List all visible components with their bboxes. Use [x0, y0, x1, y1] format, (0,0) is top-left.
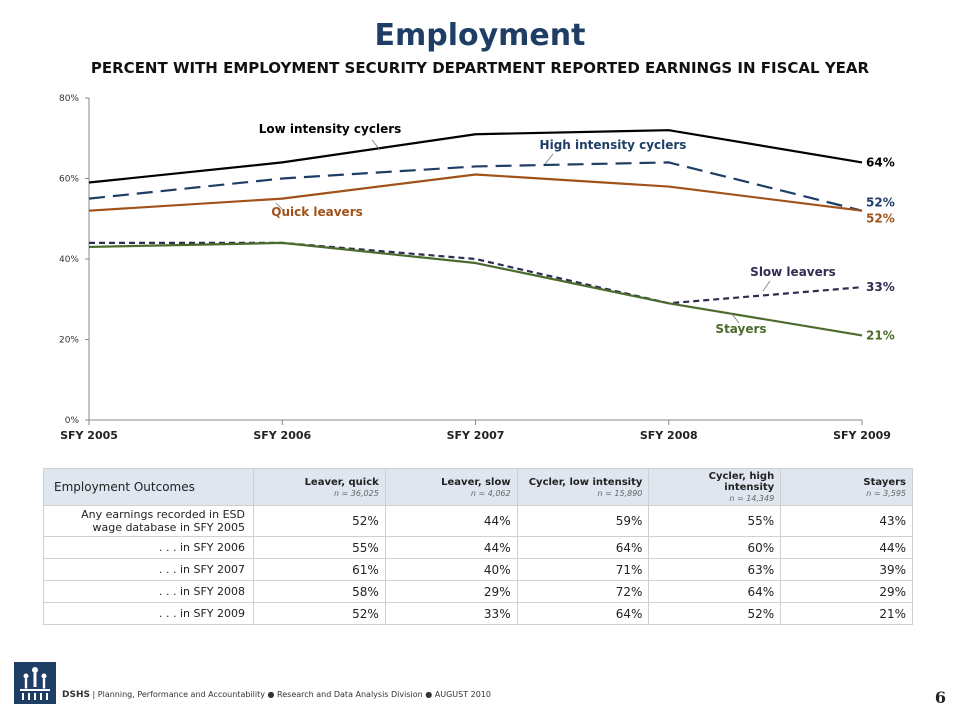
table-cell: 58%: [253, 580, 386, 603]
table-cell: 55%: [648, 505, 782, 537]
series-label: Low intensity cyclers: [259, 122, 402, 136]
row-label: . . . in SFY 2008: [43, 580, 254, 603]
series-line-slow: [89, 241, 863, 305]
table-row-header: Employment Outcomes: [43, 468, 254, 506]
table-row: . . . in SFY 2009 52% 33% 64% 52% 21%: [43, 602, 913, 625]
table-cell: 55%: [253, 536, 386, 559]
column-name: Cycler, high intensity: [708, 471, 775, 493]
y-tick-label: 0%: [65, 416, 80, 426]
end-value-label: 52%: [866, 196, 895, 210]
y-tick-label: 60%: [59, 175, 79, 185]
table-cell: 40%: [384, 558, 518, 581]
series-label: Quick leavers: [271, 205, 363, 219]
table-row: . . . in SFY 2006 55% 44% 64% 60% 44%: [43, 536, 913, 559]
table-cell: 44%: [384, 505, 518, 537]
column-n: n = 4,062: [470, 488, 511, 498]
end-value-label: 64%: [866, 155, 895, 169]
x-tick-label: SFY 2009: [833, 429, 891, 442]
row-label: . . . in SFY 2007: [43, 558, 254, 581]
series-line-high: [88, 161, 863, 212]
chart-subtitle: PERCENT WITH EMPLOYMENT SECURITY DEPARTM…: [90, 59, 870, 77]
employment-outcomes-table: Employment Outcomes Leaver, quick n = 36…: [43, 468, 913, 625]
table-cell: 44%: [780, 536, 913, 559]
dshs-logo-icon: [14, 662, 56, 704]
end-value-label: 21%: [866, 328, 895, 342]
column-header: Leaver, quick n = 36,025: [253, 468, 386, 506]
table-cell: 29%: [384, 580, 518, 603]
series-line-low: [88, 129, 863, 184]
table-cell: 52%: [648, 602, 782, 625]
series-line-quick: [88, 173, 863, 212]
table-cell: 64%: [648, 580, 782, 603]
table-cell: 52%: [253, 602, 386, 625]
series-label: High intensity cyclers: [540, 138, 687, 152]
footer-divider: |: [92, 690, 96, 699]
table-cell: 71%: [516, 558, 650, 581]
x-tick-label: SFY 2005: [60, 429, 118, 442]
table-cell: 64%: [516, 602, 650, 625]
x-tick-label: SFY 2007: [447, 429, 505, 442]
column-name: Cycler, low intensity: [528, 476, 643, 488]
leader-line: [762, 280, 771, 292]
leader-line: [544, 153, 554, 165]
page-title: Employment: [374, 18, 586, 53]
footer-org: DSHS: [62, 690, 90, 700]
page-number: 6: [934, 688, 946, 707]
column-header: Leaver, slow n = 4,062: [384, 468, 518, 506]
table-cell: 72%: [516, 580, 650, 603]
table-cell: 60%: [648, 536, 782, 559]
table-cell: 39%: [780, 558, 913, 581]
y-tick-label: 40%: [59, 255, 79, 265]
x-tick-label: SFY 2006: [253, 429, 311, 442]
table-cell: 33%: [384, 602, 518, 625]
table-cell: 64%: [516, 536, 650, 559]
table-row: Any earnings recorded in ESD wage databa…: [43, 505, 913, 537]
table-cell: 29%: [780, 580, 913, 603]
table-cell: 44%: [384, 536, 518, 559]
table-cell: 59%: [516, 505, 650, 537]
table-cell: 63%: [648, 558, 782, 581]
row-label: . . . in SFY 2006: [43, 536, 254, 559]
end-value-label: 33%: [866, 280, 895, 294]
series-label: Stayers: [715, 322, 766, 336]
row-label: Any earnings recorded in ESD wage databa…: [43, 505, 254, 537]
x-tick-label: SFY 2008: [640, 429, 698, 442]
footer-description: Planning, Performance and Accountability…: [97, 690, 492, 699]
column-n: n = 14,349: [729, 494, 775, 503]
table-cell: 61%: [253, 558, 386, 581]
column-n: n = 15,890: [597, 488, 643, 498]
column-n: n = 36,025: [333, 488, 379, 498]
series-label: Slow leavers: [750, 265, 836, 279]
employment-line-chart: 0% 20% 40% 60% 80% SFY 2005 SFY 2006 SFY 2007 SF…: [59, 94, 895, 442]
y-tick-label: 20%: [59, 336, 79, 346]
table-cell: 43%: [780, 505, 913, 537]
table-row: . . . in SFY 2008 58% 29% 72% 64% 29%: [43, 580, 913, 603]
column-header: Cycler, low intensity n = 15,890: [516, 468, 650, 506]
column-header: Cycler, high intensity n = 14,349: [648, 468, 782, 506]
table-cell: 52%: [253, 505, 386, 537]
column-n: n = 3,595: [866, 488, 906, 498]
table-cell: 21%: [780, 602, 913, 625]
leader-line: [730, 312, 740, 324]
leader-line: [275, 202, 285, 212]
column-name: Stayers: [863, 476, 906, 488]
end-value-label: 52%: [866, 212, 895, 226]
table-header-row: Employment Outcomes Leaver, quick n = 36…: [43, 468, 913, 506]
footer-text: DSHS | Planning, Performance and Account…: [62, 690, 491, 700]
series-line-stayers: [88, 241, 863, 337]
column-name: Leaver, quick: [304, 476, 379, 488]
column-name: Leaver, slow: [441, 476, 511, 488]
column-header: Stayers n = 3,595: [780, 468, 913, 506]
table-row: . . . in SFY 2007 61% 40% 71% 63% 39%: [43, 558, 913, 581]
row-label: . . . in SFY 2009: [43, 602, 254, 625]
leader-line: [371, 139, 381, 151]
y-tick-label: 80%: [59, 94, 79, 104]
